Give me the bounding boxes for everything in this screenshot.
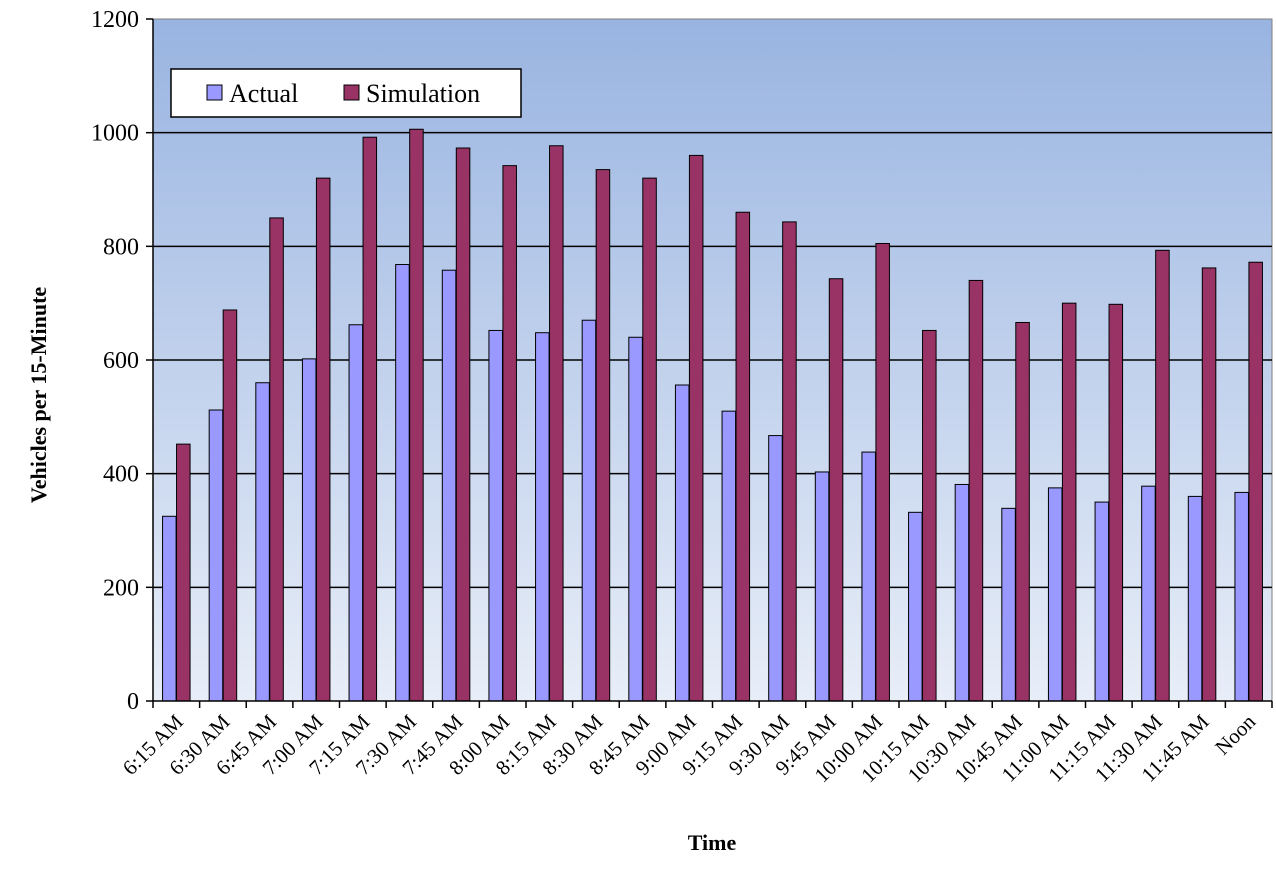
bar-actual [721, 410, 737, 702]
bar-actual [768, 435, 783, 702]
bars [162, 128, 1263, 702]
y-tick-label: 800 [103, 234, 139, 260]
bar-actual [1234, 491, 1249, 702]
y-tick-label: 200 [103, 575, 139, 601]
x-axis-title: Time [688, 830, 737, 855]
axes [146, 18, 1273, 708]
bar-actual [581, 319, 597, 702]
x-tick-labels: 6:15 AM6:30 AM6:45 AM7:00 AM7:15 AM7:30 … [118, 709, 1261, 787]
bar-simulation [176, 443, 191, 702]
bar-simulation [595, 169, 611, 702]
bar-actual [348, 324, 364, 702]
bar-actual [488, 329, 503, 702]
bar-actual [908, 511, 923, 702]
bar-actual [1001, 507, 1016, 702]
bar-actual [628, 336, 643, 702]
bar-simulation [269, 217, 284, 702]
bar-simulation [782, 221, 797, 702]
y-tick-label: 0 [127, 689, 139, 715]
bar-simulation [875, 242, 890, 702]
bar-simulation [1015, 321, 1030, 702]
bar-actual [814, 471, 830, 702]
bar-actual [1094, 501, 1110, 702]
y-tick-label: 1000 [91, 121, 139, 147]
bar-actual [1187, 495, 1203, 702]
bar-simulation [315, 177, 331, 702]
bar-simulation [735, 211, 751, 702]
bar-simulation [222, 309, 238, 702]
bar-actual [861, 451, 876, 702]
bar-actual [441, 269, 457, 702]
bar-actual [255, 382, 270, 702]
legend-swatch-simulation [343, 84, 360, 101]
legend: Actual Simulation [170, 68, 522, 118]
bar-simulation [362, 136, 378, 702]
bar-simulation [688, 154, 704, 702]
legend-label-simulation: Simulation [366, 79, 480, 108]
bar-simulation [409, 128, 424, 702]
bar-actual [301, 358, 317, 702]
legend-label-actual: Actual [229, 79, 298, 108]
bar-simulation [1248, 261, 1263, 702]
bar-simulation [502, 165, 517, 702]
bar-actual [208, 409, 224, 702]
y-tick-label: 600 [103, 348, 139, 374]
bar-actual [674, 384, 690, 702]
x-tick-label: Noon [1210, 709, 1260, 759]
bar-simulation [1201, 267, 1217, 702]
bar-simulation [549, 145, 564, 702]
y-tick-label: 400 [103, 462, 139, 488]
y-tick-label: 1200 [91, 7, 139, 33]
bar-actual [395, 264, 410, 702]
bar-simulation [968, 279, 984, 702]
bar-simulation [1155, 249, 1170, 702]
y-axis-title: Vehicles per 15-Minute [26, 287, 51, 504]
bar-simulation [642, 177, 657, 702]
bar-actual [162, 515, 177, 702]
y-tick-labels: 0 200 400 600 800 1000 1200 [91, 7, 139, 715]
bar-simulation [1061, 302, 1077, 702]
legend-swatch-actual [206, 84, 223, 101]
bar-actual [1047, 487, 1063, 702]
bar-simulation [455, 147, 471, 702]
bar-actual [1141, 485, 1156, 702]
bar-actual [954, 483, 970, 702]
bar-simulation [1108, 303, 1124, 702]
bar-actual [535, 332, 550, 702]
bar-simulation [828, 278, 844, 702]
bar-simulation [922, 329, 937, 702]
gridlines [153, 131, 1272, 589]
